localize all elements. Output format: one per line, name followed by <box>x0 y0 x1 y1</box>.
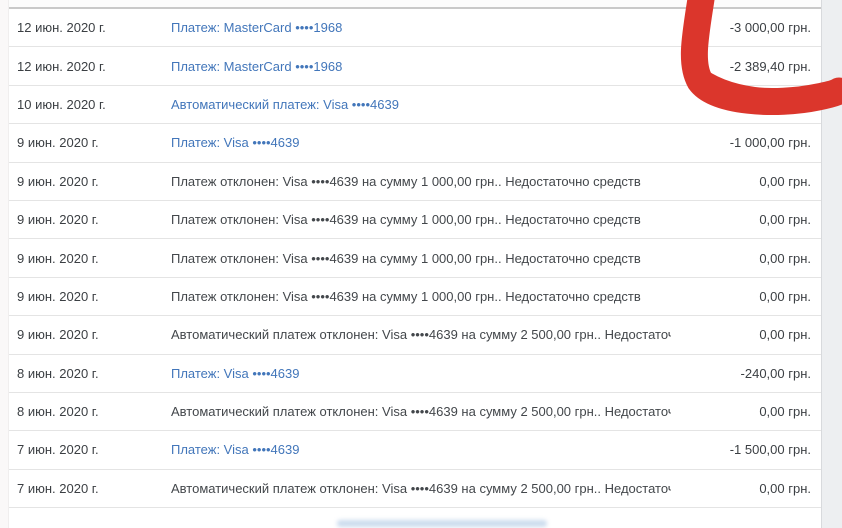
transaction-link[interactable]: Платеж: Visa ••••4639 <box>171 135 300 151</box>
transaction-description-cell: Платеж: Visa ••••4639 <box>171 366 671 381</box>
transaction-description-cell: Автоматический платеж отклонен: Visa •••… <box>171 480 671 496</box>
transaction-description-cell: Платеж отклонен: Visa ••••4639 на сумму … <box>171 212 671 228</box>
transaction-link[interactable]: Платеж: Visa ••••4639 <box>171 442 300 458</box>
table-row: 9 июн. 2020 г. Платеж: Visa ••••4639 -1 … <box>9 124 821 163</box>
transaction-status-text: Автоматический платеж отклонен: Visa •••… <box>171 327 671 343</box>
transaction-amount: 0,00 грн. <box>759 327 811 343</box>
transaction-description-cell: Платеж: MasterCard ••••1968 <box>171 20 671 35</box>
transaction-description-cell: Платеж отклонен: Visa ••••4639 на сумму … <box>171 288 671 304</box>
table-row: 9 июн. 2020 г. Платеж отклонен: Visa •••… <box>9 239 821 278</box>
table-row: 7 июн. 2020 г. Платеж: Visa ••••4639 -1 … <box>9 431 821 470</box>
table-row: 10 июн. 2020 г. Автоматический платеж: V… <box>9 85 821 125</box>
transaction-amount: -1 500,00 грн. <box>729 442 811 458</box>
transaction-date: 7 июн. 2020 г. <box>17 480 99 496</box>
transaction-description-cell: Автоматический платеж отклонен: Visa •••… <box>171 404 671 420</box>
transaction-date: 9 июн. 2020 г. <box>17 135 99 151</box>
transaction-amount: -1 000,00 грн. <box>729 135 811 151</box>
transaction-link[interactable]: Платеж: Visa ••••4639 <box>171 365 300 381</box>
transaction-date: 8 июн. 2020 г. <box>17 365 99 381</box>
transaction-date: 9 июн. 2020 г. <box>17 212 99 228</box>
transaction-date: 9 июн. 2020 г. <box>17 250 99 266</box>
table-row: 9 июн. 2020 г. Платеж отклонен: Visa •••… <box>9 200 821 240</box>
transaction-status-text: Платеж отклонен: Visa ••••4639 на сумму … <box>171 288 641 304</box>
transaction-date: 8 июн. 2020 г. <box>17 404 99 420</box>
transaction-status-text: Платеж отклонен: Visa ••••4639 на сумму … <box>171 173 641 189</box>
transaction-status-text: Автоматический платеж отклонен: Visa •••… <box>171 480 671 496</box>
table-row: 8 июн. 2020 г. Платеж: Visa ••••4639 -24… <box>9 354 821 393</box>
transaction-description-cell: Автоматический платеж: Visa ••••4639 <box>171 97 671 112</box>
transaction-amount: 0,00 грн. <box>759 288 811 304</box>
transaction-amount: 0,00 грн. <box>759 250 811 266</box>
partial-next-row <box>9 508 821 528</box>
transaction-date: 10 июн. 2020 г. <box>17 96 106 112</box>
page-left-gutter <box>0 0 8 528</box>
transaction-description-cell: Платеж отклонен: Visa ••••4639 на сумму … <box>171 173 671 189</box>
page-right-gutter <box>822 0 842 528</box>
transaction-amount: 0,00 грн. <box>759 212 811 228</box>
transaction-amount: -3 000,00 грн. <box>729 20 811 36</box>
table-row: 8 июн. 2020 г. Автоматический платеж отк… <box>9 392 821 432</box>
table-row: 9 июн. 2020 г. Платеж отклонен: Visa •••… <box>9 277 821 317</box>
transaction-amount: 0,00 грн. <box>759 480 811 496</box>
transaction-date: 7 июн. 2020 г. <box>17 442 99 458</box>
table-top-edge <box>9 0 821 9</box>
transaction-amount: -2 389,40 грн. <box>729 58 811 74</box>
transaction-status-text: Платеж отклонен: Visa ••••4639 на сумму … <box>171 212 641 228</box>
table-row: 9 июн. 2020 г. Платеж отклонен: Visa •••… <box>9 162 821 201</box>
transaction-description-cell: Платеж: MasterCard ••••1968 <box>171 59 671 74</box>
transaction-status-text: Платеж отклонен: Visa ••••4639 на сумму … <box>171 250 641 266</box>
transaction-amount: 0,00 грн. <box>759 404 811 420</box>
transaction-amount: 0,00 грн. <box>759 173 811 189</box>
table-row: 12 июн. 2020 г. Платеж: MasterCard ••••1… <box>9 9 821 48</box>
transaction-link[interactable]: Автоматический платеж: Visa ••••4639 <box>171 96 399 112</box>
transaction-date: 12 июн. 2020 г. <box>17 58 106 74</box>
transaction-description-cell: Платеж: Visa ••••4639 <box>171 135 671 150</box>
transaction-amount: -2 500,00 грн. <box>729 96 811 112</box>
transaction-date: 9 июн. 2020 г. <box>17 288 99 304</box>
transactions-card: 12 июн. 2020 г. Платеж: MasterCard ••••1… <box>8 0 822 528</box>
transaction-description-cell: Платеж отклонен: Visa ••••4639 на сумму … <box>171 250 671 266</box>
transaction-date: 12 июн. 2020 г. <box>17 20 106 36</box>
table-row: 7 июн. 2020 г. Автоматический платеж отк… <box>9 469 821 509</box>
transactions-table: 12 июн. 2020 г. Платеж: MasterCard ••••1… <box>9 9 821 509</box>
transaction-amount: -240,00 грн. <box>740 365 811 381</box>
transaction-link[interactable]: Платеж: MasterCard ••••1968 <box>171 58 343 74</box>
transaction-description-cell: Платеж: Visa ••••4639 <box>171 442 671 457</box>
table-row: 12 июн. 2020 г. Платеж: MasterCard ••••1… <box>9 47 821 86</box>
transaction-date: 9 июн. 2020 г. <box>17 327 99 343</box>
transaction-link[interactable]: Платеж: MasterCard ••••1968 <box>171 20 343 36</box>
transaction-status-text: Автоматический платеж отклонен: Visa •••… <box>171 404 671 420</box>
transaction-date: 9 июн. 2020 г. <box>17 173 99 189</box>
clipped-link-sliver <box>337 520 547 528</box>
transaction-description-cell: Автоматический платеж отклонен: Visa •••… <box>171 327 671 343</box>
table-row: 9 июн. 2020 г. Автоматический платеж отк… <box>9 316 821 355</box>
